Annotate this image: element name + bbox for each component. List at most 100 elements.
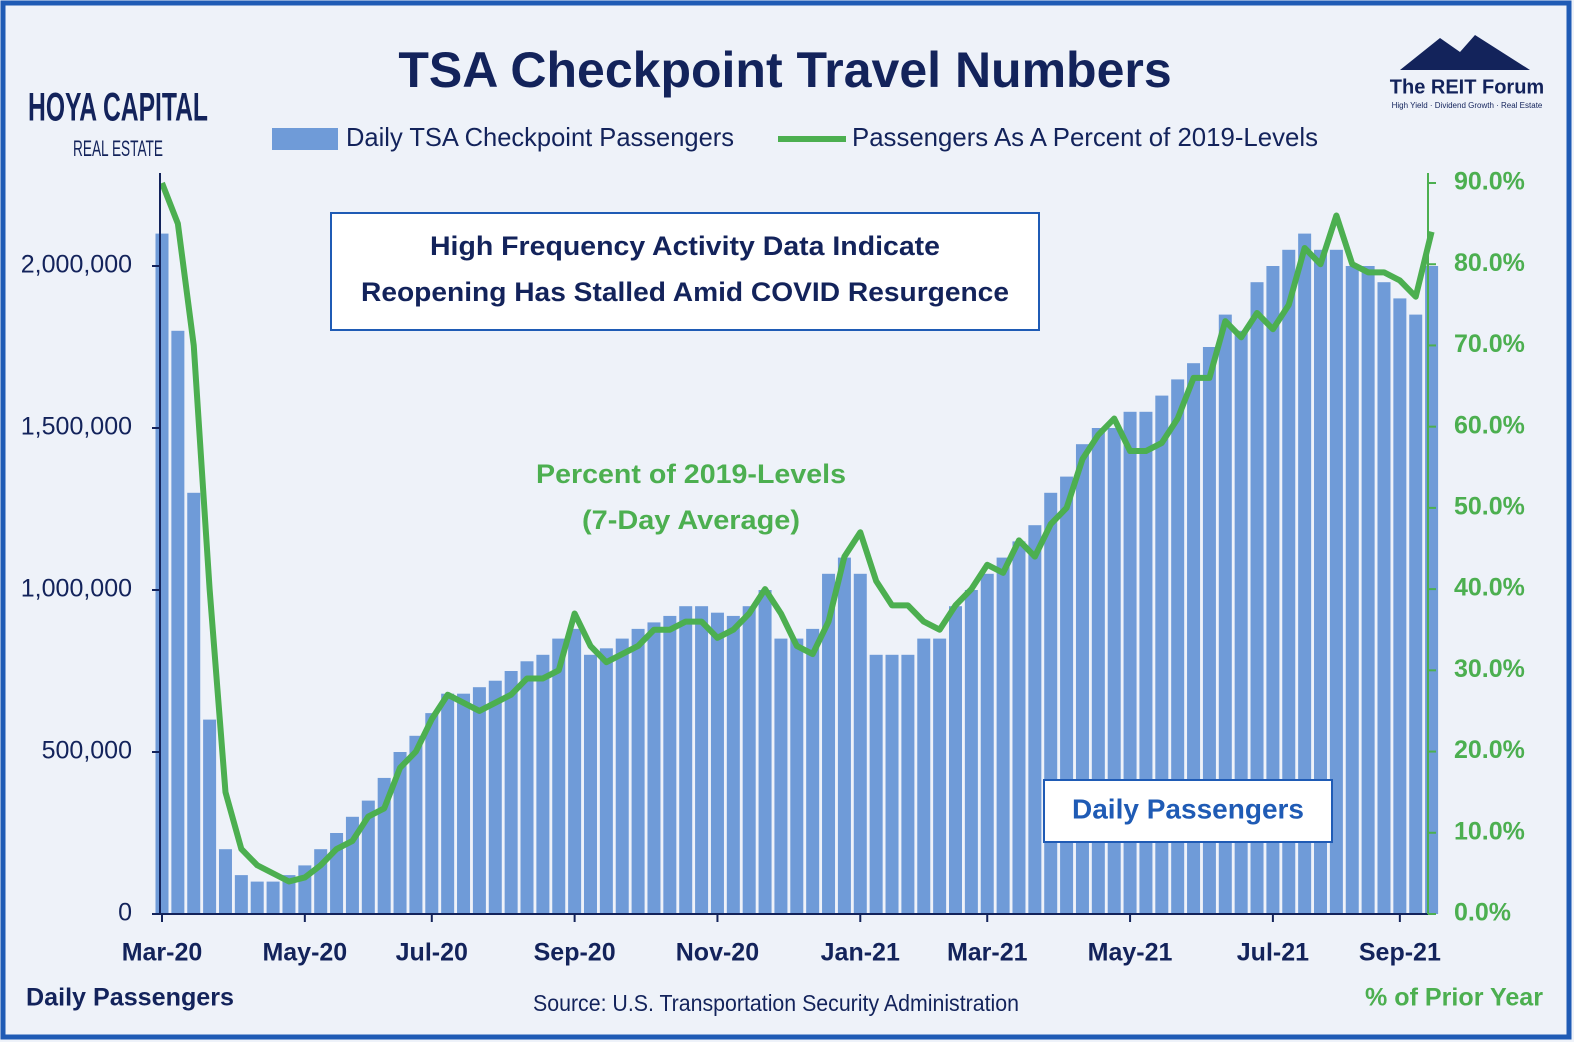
bar [552,638,566,914]
y2-tick-label: 70.0% [1454,330,1525,358]
y2-tick-label: 90.0% [1454,168,1525,196]
bar [472,687,486,914]
bar [1361,266,1375,914]
bar [742,606,756,914]
y2-tick-label: 30.0% [1454,655,1525,683]
bar [615,638,629,914]
bar [806,628,820,914]
bar [1345,266,1359,914]
bar [203,719,217,914]
source: Source: U.S. Transportation Security Adm… [533,990,1019,1016]
y2-axis-label: % of Prior Year [1365,984,1543,1012]
bar [1250,282,1264,914]
x-tick-label: Jul-21 [1237,939,1309,967]
bar [1377,282,1391,914]
bar [155,233,169,915]
bar [822,573,836,914]
logo-left-sub: REAL ESTATE [73,136,163,161]
logo-mountains [1400,35,1530,70]
annotation: Percent of 2019-Levels [536,459,846,489]
bar [1012,541,1026,914]
bar [917,638,931,914]
bar [869,654,883,914]
bar [1393,298,1407,914]
bar [218,849,232,914]
y2-tick-label: 20.0% [1454,736,1525,764]
bar [520,661,534,914]
bar [536,654,550,914]
bar [1298,233,1312,915]
x-tick-label: Sep-20 [534,939,616,967]
bar [568,628,582,914]
bar [361,800,375,914]
legend-label: Passengers As A Percent of 2019-Levels [852,122,1318,152]
bar [488,680,502,914]
bar [1234,330,1248,914]
annotation-box [1043,779,1333,843]
bar [774,638,788,914]
y-tick-label: 500,000 [42,737,132,765]
x-tick-label: Nov-20 [676,939,759,967]
y2-tick-label: 50.0% [1454,492,1525,520]
logo-right-sub: High Yield · Dividend Growth · Real Esta… [1392,101,1543,110]
x-tick-label: Mar-21 [947,939,1028,967]
bar [710,612,724,914]
bar [234,875,248,914]
bar [695,606,709,914]
bar [1329,249,1343,915]
bar [980,573,994,914]
logo-right: The REIT Forum [1390,76,1544,98]
bar [964,590,978,914]
x-tick-label: Jan-21 [821,939,900,967]
bar [647,622,661,914]
legend-swatch [272,128,338,150]
bar [837,557,851,914]
y-axis-label: Daily Passengers [26,984,234,1012]
bar [885,654,899,914]
annotation: (7-Day Average) [582,505,800,535]
bar [1266,266,1280,914]
bar [1187,363,1201,914]
y-tick-label: 2,000,000 [21,251,132,279]
legend-label: Daily TSA Checkpoint Passengers [346,122,734,152]
chart-title: TSA Checkpoint Travel Numbers [398,42,1171,98]
bar [996,557,1010,914]
bar [393,752,407,914]
bar [409,735,423,914]
y2-tick-label: 60.0% [1454,411,1525,439]
y-tick-label: 0 [118,899,132,927]
x-tick-label: May-21 [1088,939,1173,967]
bar [599,648,613,914]
x-tick-label: May-20 [262,939,347,967]
bar [1075,444,1089,914]
bar [758,590,772,914]
bar [663,615,677,914]
bar [187,492,201,914]
bar [583,654,597,914]
x-tick-label: Mar-20 [122,939,203,967]
annotation-box [330,212,1040,331]
bar [790,638,804,914]
bar [853,573,867,914]
x-tick-label: Sep-21 [1359,939,1441,967]
bar [1044,492,1058,914]
line [159,181,1435,885]
bar [631,628,645,914]
y2-tick-label: 10.0% [1454,817,1525,845]
bar [266,881,280,914]
bar [1314,249,1328,915]
bar [679,606,693,914]
y2-tick-label: 80.0% [1454,249,1525,277]
y2-tick-label: 40.0% [1454,574,1525,602]
bar [1409,314,1423,915]
bar [949,606,962,914]
bar [901,654,915,914]
y-tick-label: 1,000,000 [21,575,132,603]
y-tick-label: 1,500,000 [21,413,132,441]
bar [1028,525,1042,914]
annotation: Daily Passengers [1072,793,1304,824]
bar [1060,476,1074,914]
bar [1202,347,1216,914]
